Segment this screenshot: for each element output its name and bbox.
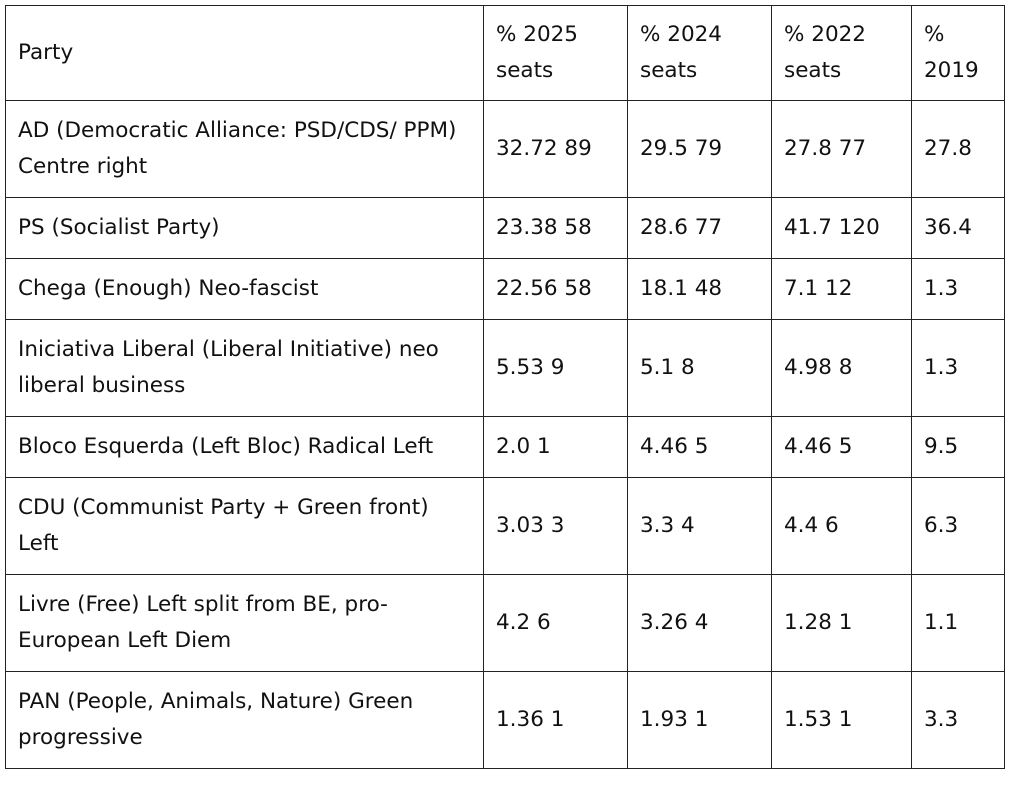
header-cell: % 2024 seats — [627, 5, 772, 101]
header-cell: % 2019 — [911, 5, 1005, 101]
header-row: Party% 2025 seats% 2024 seats% 2022 seat… — [5, 5, 1005, 101]
value-cell: 3.3 4 — [627, 477, 772, 575]
value-cell: 3.3 — [911, 671, 1005, 769]
value-cell: 36.4 — [911, 197, 1005, 259]
value-cell: 5.53 9 — [483, 319, 628, 417]
value-cell: 32.72 89 — [483, 100, 628, 198]
value-cell: 1.53 1 — [771, 671, 912, 769]
table-row: PAN (People, Animals, Nature) Green prog… — [5, 671, 1005, 769]
value-cell: 41.7 120 — [771, 197, 912, 259]
value-cell: 2.0 1 — [483, 416, 628, 478]
value-cell: 1.1 — [911, 574, 1005, 672]
party-cell: PS (Socialist Party) — [5, 197, 484, 259]
value-cell: 23.38 58 — [483, 197, 628, 259]
party-cell: CDU (Communist Party + Green front) Left — [5, 477, 484, 575]
header-cell: Party — [5, 5, 484, 101]
value-cell: 28.6 77 — [627, 197, 772, 259]
value-cell: 1.36 1 — [483, 671, 628, 769]
party-table: Party% 2025 seats% 2024 seats% 2022 seat… — [5, 5, 1005, 769]
value-cell: 4.46 5 — [771, 416, 912, 478]
value-cell: 29.5 79 — [627, 100, 772, 198]
value-cell: 4.2 6 — [483, 574, 628, 672]
value-cell: 4.98 8 — [771, 319, 912, 417]
value-cell: 27.8 — [911, 100, 1005, 198]
value-cell: 3.26 4 — [627, 574, 772, 672]
header-cell: % 2025 seats — [483, 5, 628, 101]
table-row: CDU (Communist Party + Green front) Left… — [5, 477, 1005, 575]
table-body: AD (Democratic Alliance: PSD/CDS/ PPM) C… — [5, 100, 1005, 769]
table-row: PS (Socialist Party) 23.38 58 28.6 77 41.7 … — [5, 197, 1005, 259]
value-cell: 4.4 6 — [771, 477, 912, 575]
party-cell: AD (Democratic Alliance: PSD/CDS/ PPM) C… — [5, 100, 484, 198]
value-cell: 6.3 — [911, 477, 1005, 575]
value-cell: 1.93 1 — [627, 671, 772, 769]
table-row: AD (Democratic Alliance: PSD/CDS/ PPM) C… — [5, 100, 1005, 198]
value-cell: 27.8 77 — [771, 100, 912, 198]
party-cell: PAN (People, Animals, Nature) Green prog… — [5, 671, 484, 769]
value-cell: 18.1 48 — [627, 258, 772, 320]
header-cell: % 2022 seats — [771, 5, 912, 101]
table-row: Chega (Enough) Neo-fascist 22.56 58 18.1 4… — [5, 258, 1005, 320]
value-cell: 7.1 12 — [771, 258, 912, 320]
value-cell: 1.3 — [911, 319, 1005, 417]
value-cell: 9.5 — [911, 416, 1005, 478]
value-cell: 1.28 1 — [771, 574, 912, 672]
value-cell: 3.03 3 — [483, 477, 628, 575]
table-row: Iniciativa Liberal (Liberal Initiative) … — [5, 319, 1005, 417]
value-cell: 5.1 8 — [627, 319, 772, 417]
table-row: Livre (Free) Left split from BE, pro-Eur… — [5, 574, 1005, 672]
value-cell: 1.3 — [911, 258, 1005, 320]
party-cell: Bloco Esquerda (Left Bloc) Radical Left — [5, 416, 484, 478]
value-cell: 22.56 58 — [483, 258, 628, 320]
table-row: Bloco Esquerda (Left Bloc) Radical Left 2… — [5, 416, 1005, 478]
value-cell: 4.46 5 — [627, 416, 772, 478]
party-cell: Livre (Free) Left split from BE, pro-Eur… — [5, 574, 484, 672]
party-cell: Iniciativa Liberal (Liberal Initiative) … — [5, 319, 484, 417]
party-cell: Chega (Enough) Neo-fascist — [5, 258, 484, 320]
